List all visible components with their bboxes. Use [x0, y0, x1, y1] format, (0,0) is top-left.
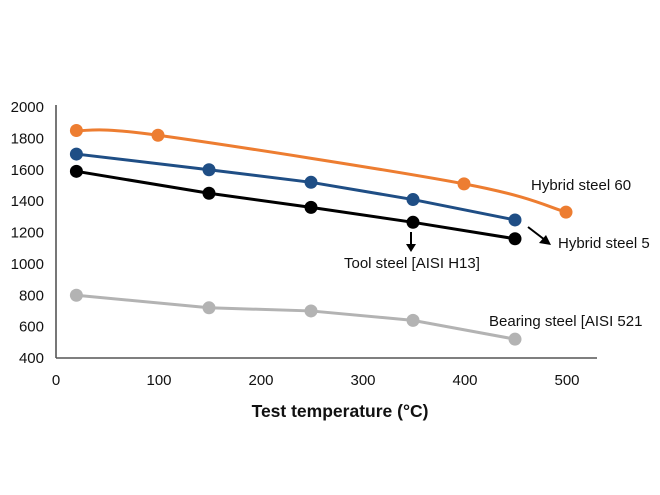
data-point: [202, 301, 216, 315]
series-line-hybrid-steel-5: [76, 152, 516, 222]
data-point: [69, 147, 83, 161]
series-group: [69, 124, 573, 346]
data-point: [69, 124, 83, 138]
arrow-head-hybrid-steel-5: [539, 235, 551, 245]
data-point: [559, 205, 573, 219]
data-point: [304, 304, 318, 318]
data-point: [508, 232, 522, 246]
arrow-head-tool-steel: [406, 244, 416, 252]
x-tick-label: 100: [146, 372, 171, 389]
series-line-bearing-steel-aisi-521: [76, 293, 516, 341]
y-tick-label: 1800: [11, 130, 44, 147]
data-point: [69, 288, 83, 302]
axes: [55, 105, 597, 359]
y-tick-label: 1200: [11, 225, 44, 242]
data-point: [151, 128, 165, 142]
x-tick-label: 400: [452, 372, 477, 389]
data-point: [304, 200, 318, 214]
data-point: [406, 313, 420, 327]
data-point: [406, 215, 420, 229]
arrow-hybrid-steel-5: [527, 226, 546, 241]
annotation-tool-steel: Tool steel [AISI H13]: [344, 255, 480, 272]
data-point: [406, 193, 420, 207]
annotation-hybrid-steel-5: Hybrid steel 5: [558, 235, 650, 252]
data-point: [69, 164, 83, 178]
y-tick-label: 1600: [11, 162, 44, 179]
x-tick-label: 300: [350, 372, 375, 389]
x-axis-title: Test temperature (°C): [252, 401, 429, 421]
y-tick-label: 800: [19, 287, 44, 304]
y-tick-label: 1400: [11, 193, 44, 210]
data-point: [202, 186, 216, 200]
series-tool-steel-aisi-h13: [69, 164, 522, 246]
annotation-bearing-steel: Bearing steel [AISI 521: [489, 313, 642, 330]
data-point: [304, 175, 318, 189]
y-tick-labels: 400 600 800 1000 1200 1400 1600 1800 2000: [11, 99, 44, 367]
data-point: [457, 177, 471, 191]
y-tick-label: 600: [19, 319, 44, 336]
y-tick-label: 1000: [11, 256, 44, 273]
y-tick-label: 2000: [11, 99, 44, 116]
x-tick-label: 500: [554, 372, 579, 389]
series-hybrid-steel-5: [69, 147, 522, 227]
data-point: [202, 163, 216, 177]
annotations: Hybrid steel 60 Hybrid steel 5 Tool stee…: [344, 177, 650, 330]
series-line-hybrid-steel-60: [76, 128, 567, 214]
series-bearing-steel-aisi-521: [69, 288, 522, 346]
data-point: [508, 332, 522, 346]
data-point: [508, 213, 522, 227]
x-tick-label: 200: [248, 372, 273, 389]
y-tick-label: 400: [19, 350, 44, 367]
series-hybrid-steel-60: [69, 124, 573, 219]
annotation-hybrid-steel-60: Hybrid steel 60: [531, 177, 631, 194]
x-tick-labels: 0 100 200 300 400 500: [52, 372, 580, 389]
x-tick-label: 0: [52, 372, 60, 389]
